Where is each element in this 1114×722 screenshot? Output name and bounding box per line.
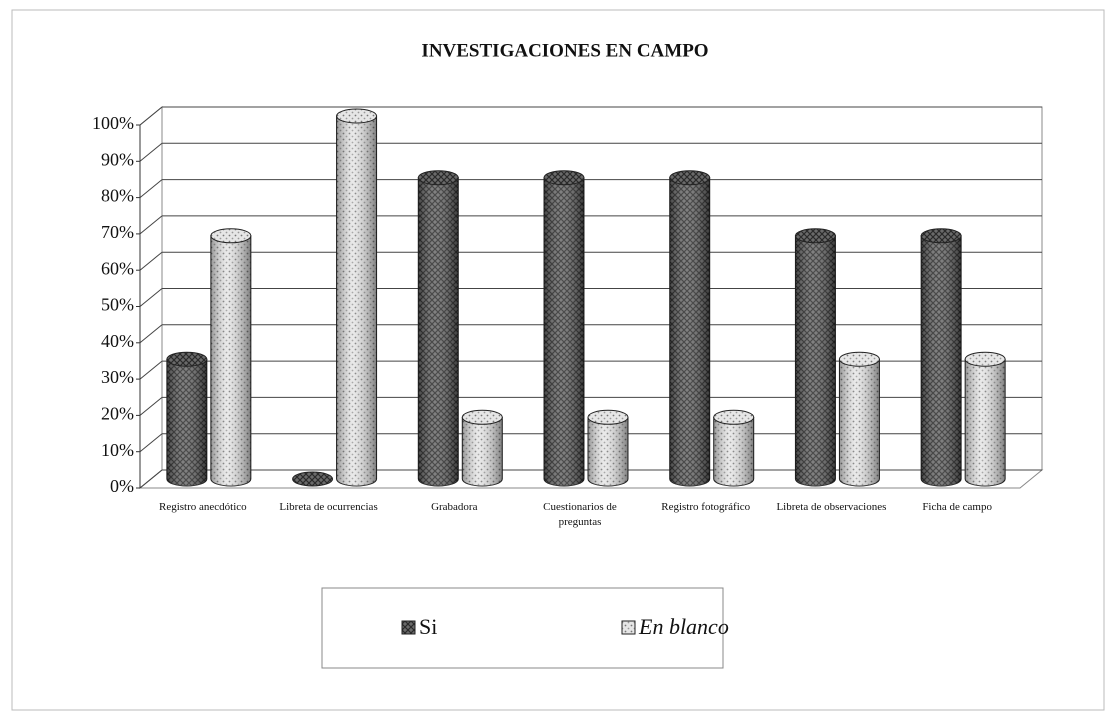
cylinder-top <box>669 170 711 186</box>
grid-line <box>139 360 163 380</box>
y-tick-label: 10% <box>101 440 134 460</box>
legend-box <box>321 587 724 669</box>
cylinder-top <box>417 170 459 186</box>
chart-frame <box>11 9 1105 711</box>
cylinder-top <box>964 351 1006 367</box>
y-tick-label: 80% <box>101 186 134 206</box>
cylinder-shade <box>669 177 710 486</box>
y-tick-label: 30% <box>101 367 134 387</box>
cylinder-shade <box>418 177 459 486</box>
grid-line <box>139 215 163 235</box>
cylinder-shade <box>336 116 377 486</box>
cylinder-top <box>543 170 585 186</box>
cylinder-top <box>713 409 755 425</box>
legend-label: Si <box>419 614 437 639</box>
cylinder-top <box>794 228 836 244</box>
y-tick-label: 40% <box>101 331 134 351</box>
cylinder-top <box>587 409 629 425</box>
x-tick-label: Ficha de campo <box>922 501 992 513</box>
cylinder-top <box>210 228 252 244</box>
cylinder-shade <box>921 235 962 486</box>
cylinder-shade <box>544 177 584 486</box>
cylinder-top <box>336 108 378 124</box>
cylinder-top <box>838 351 880 367</box>
grid-line <box>139 179 163 198</box>
legend-swatch <box>401 620 416 635</box>
cylinder-shade <box>462 417 503 486</box>
y-tick-label: 50% <box>101 295 134 315</box>
grid-line <box>139 433 163 453</box>
chart-title: INVESTIGACIONES EN CAMPO <box>421 40 708 61</box>
grid-line <box>139 106 163 126</box>
cylinder-shade <box>839 359 880 486</box>
legend-swatch <box>621 620 636 635</box>
y-tick-label: 60% <box>101 258 134 278</box>
y-tick-label: 20% <box>101 404 134 424</box>
legend-label: En blanco <box>638 614 729 639</box>
grid-line <box>139 397 163 416</box>
y-tick-label: 100% <box>92 113 134 133</box>
cylinder-shade <box>795 235 836 486</box>
y-tick-label: 0% <box>110 476 134 496</box>
x-tick-label: Cuestionarios de preguntas <box>543 501 617 528</box>
grid-line <box>139 288 163 307</box>
grid-line <box>139 142 163 162</box>
cylinder-top <box>461 409 503 425</box>
cylinder-shade <box>588 417 628 486</box>
x-tick-label: Registro fotográfico <box>661 501 751 513</box>
grid-line <box>139 469 163 489</box>
cylinder-top <box>166 351 208 367</box>
y-tick-label: 90% <box>101 149 134 169</box>
x-tick-label: Grabadora <box>431 501 478 513</box>
grid-line <box>139 324 163 344</box>
x-tick-label: Libreta de observaciones <box>776 501 887 513</box>
cylinder-top <box>920 228 962 244</box>
cylinder-shade <box>965 359 1006 486</box>
cylinder-shade <box>166 359 207 486</box>
cylinder-top <box>292 471 334 487</box>
y-tick-label: 70% <box>101 222 134 242</box>
cylinder-shade <box>713 417 754 486</box>
x-tick-label: Registro anecdótico <box>159 501 247 513</box>
cylinder-shade <box>210 235 251 486</box>
x-tick-label: Libreta de ocurrencias <box>279 501 378 513</box>
grid-line <box>139 251 163 271</box>
